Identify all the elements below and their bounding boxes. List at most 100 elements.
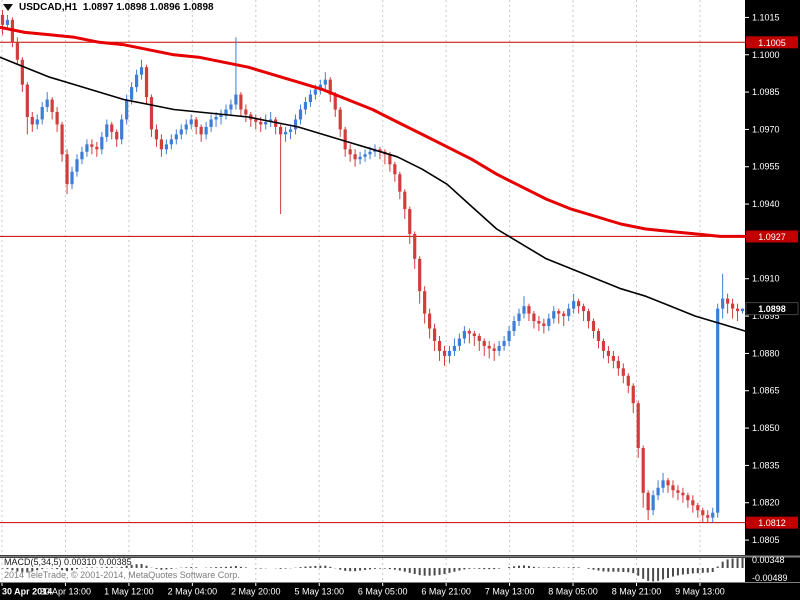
time-axis-label: 8 May 21:00 (612, 587, 662, 597)
candle-body (214, 116, 218, 120)
candle-body (308, 94, 313, 103)
price-axis-label: 1.0970 (752, 124, 780, 134)
candle-body (318, 84, 322, 90)
candle-body (676, 490, 680, 493)
chart-dropdown-icon[interactable] (3, 4, 13, 11)
candle-body (472, 333, 476, 336)
candle-body (641, 447, 645, 493)
candle-body (174, 134, 178, 140)
candle-body (363, 154, 367, 157)
candle-body (95, 146, 99, 150)
candle-body (234, 94, 238, 105)
candle-body (110, 124, 114, 132)
candle-body (467, 331, 471, 334)
candle-body (482, 340, 486, 346)
candle-body (229, 104, 233, 110)
price-axis-label: 1.0955 (752, 162, 780, 172)
price-level-badge (746, 230, 798, 243)
candle-body (343, 129, 347, 150)
candle-body (50, 99, 54, 112)
price-axis-label: 1.0850 (752, 423, 780, 433)
chart-header: USDCAD,H1 1.0897 1.0898 1.0896 1.0898 (3, 2, 214, 13)
price-axis-label: 1.1000 (752, 50, 780, 60)
time-axis-label: 2 May 04:00 (168, 587, 218, 597)
candle-body (358, 156, 362, 160)
candle-body (537, 321, 541, 324)
candle-body (691, 500, 695, 506)
time-axis[interactable] (0, 582, 800, 600)
candle-body (194, 119, 198, 127)
price-axis-label: 1.0865 (752, 386, 780, 396)
price-level-badge-label: 1.0812 (758, 518, 786, 528)
candle-body (75, 159, 79, 172)
candle-body (631, 385, 635, 404)
candle-body (621, 368, 625, 376)
time-axis-label: 1 May 12:00 (104, 587, 154, 597)
price-axis-label: 1.0820 (752, 498, 780, 508)
time-axis-label: 5 May 13:00 (294, 587, 344, 597)
candle-body (30, 116, 34, 125)
candle-body (577, 301, 581, 307)
price-axis-label: 1.0895 (752, 311, 780, 321)
candle-body (313, 89, 317, 95)
candle-body (288, 129, 293, 132)
candle-body (681, 492, 685, 496)
candle-body (20, 59, 24, 85)
candle-body (134, 74, 139, 88)
price-axis-label: 1.0985 (752, 87, 780, 97)
candle-body (353, 154, 357, 160)
candle-body (100, 136, 104, 150)
candle-body (254, 119, 258, 122)
candle-body (542, 323, 546, 327)
ma-fast-black-line (0, 56, 746, 332)
candle-body (40, 107, 44, 120)
price-axis[interactable] (745, 0, 800, 582)
candle-body (15, 42, 19, 60)
candle-body (457, 338, 462, 346)
candle-body (408, 209, 412, 234)
candle-body (666, 480, 670, 486)
symbol-ohlc-text: USDCAD,H1 1.0897 1.0898 1.0896 1.0898 (19, 2, 214, 13)
candle-body (144, 67, 149, 98)
candle-body (130, 87, 134, 100)
candle-body (0, 14, 5, 25)
price-axis-label: 1.0880 (752, 348, 780, 358)
candle-body (149, 97, 154, 130)
candle-body (651, 495, 655, 511)
candle-body (209, 119, 213, 127)
candle-body (45, 99, 49, 108)
candle-body (671, 485, 675, 491)
time-axis-label: 30 Apr 2014 (2, 587, 52, 597)
candle-body (403, 191, 407, 210)
candle-body (423, 291, 427, 314)
candle-body (259, 121, 263, 125)
candle-body (239, 94, 243, 110)
candle-body (740, 308, 745, 312)
candle-body (388, 154, 392, 165)
candle-body (701, 510, 705, 516)
candle-body (398, 174, 402, 192)
candle-body (85, 144, 89, 152)
candle-body (661, 480, 665, 488)
macd-indicator-label: MACD(5,34,5) 0.00310 0.00385 (4, 557, 132, 567)
candle-body (323, 79, 327, 85)
candle-body (711, 512, 715, 518)
price-axis-label: 1.0805 (752, 535, 780, 545)
bid-price-badge (745, 302, 799, 316)
copyright-text: 2014 TeleTrade, © 2001-2014, MetaQuotes … (4, 570, 240, 580)
price-axis-label: 1.0940 (752, 199, 780, 209)
candle-body (522, 306, 526, 314)
price-axis-label: 1.0835 (752, 460, 780, 470)
candle-body (492, 348, 496, 351)
candle-body (35, 119, 39, 125)
candle-body (293, 119, 298, 130)
candle-body (730, 303, 735, 309)
candle-body (586, 311, 591, 322)
candle-body (487, 345, 491, 349)
candle-body (283, 131, 288, 135)
candle-body (338, 109, 342, 130)
time-axis-label: 30 Apr 13:00 (40, 587, 91, 597)
candle-body (626, 375, 630, 386)
candle-body (418, 258, 422, 292)
